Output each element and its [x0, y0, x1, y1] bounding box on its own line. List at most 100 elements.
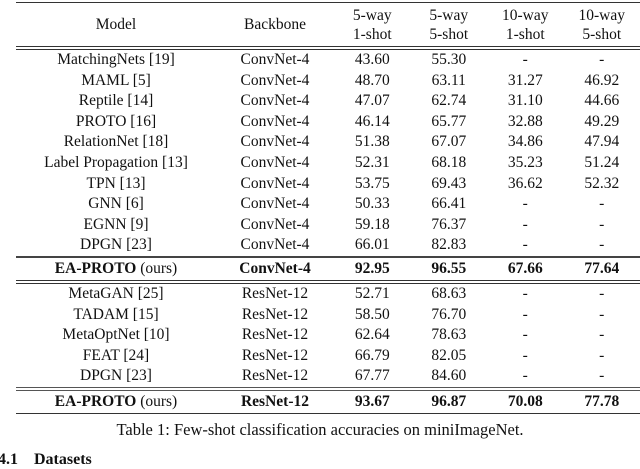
- table-caption: Table 1: Few-shot classification accurac…: [0, 420, 640, 440]
- value-cell: 51.38: [334, 132, 411, 153]
- value-cell: 76.70: [411, 305, 488, 326]
- resnet-ours-section: EA-PROTO (ours) ResNet-12 93.67 96.87 70…: [16, 389, 640, 414]
- backbone-cell: ConvNet-4: [216, 194, 334, 215]
- backbone-cell: ConvNet-4: [216, 71, 334, 92]
- value-cell: 51.24: [564, 153, 640, 174]
- model-cell: RelationNet [18]: [16, 132, 216, 153]
- value-cell: 59.18: [334, 215, 411, 236]
- value-cell: -: [487, 325, 564, 346]
- value-cell: 46.14: [334, 112, 411, 133]
- section-title: Datasets: [34, 451, 92, 468]
- value-cell: 52.31: [334, 153, 411, 174]
- value-cell: 93.67: [334, 389, 411, 414]
- value-cell: 62.74: [411, 91, 488, 112]
- convnet-ours-section: EA-PROTO (ours) ConvNet-4 92.95 96.55 67…: [16, 257, 640, 282]
- backbone-cell: ConvNet-4: [216, 215, 334, 236]
- value-cell: -: [564, 325, 640, 346]
- value-cell: -: [564, 194, 640, 215]
- backbone-cell: ConvNet-4: [216, 174, 334, 195]
- value-cell: 96.55: [411, 257, 488, 282]
- backbone-cell: ResNet-12: [216, 366, 334, 389]
- header-model: Model: [16, 3, 216, 49]
- backbone-cell: ResNet-12: [216, 305, 334, 326]
- value-cell: 65.77: [411, 112, 488, 133]
- model-cell: MatchingNets [19]: [16, 48, 216, 71]
- backbone-cell: ConvNet-4: [216, 132, 334, 153]
- value-cell: 48.70: [334, 71, 411, 92]
- model-cell: Reptile [14]: [16, 91, 216, 112]
- value-cell: 67.77: [334, 366, 411, 389]
- value-cell: 69.43: [411, 174, 488, 195]
- value-cell: -: [487, 235, 564, 257]
- model-cell: TADAM [15]: [16, 305, 216, 326]
- backbone-cell: ConvNet-4: [216, 257, 334, 282]
- value-cell: -: [487, 305, 564, 326]
- value-cell: 92.95: [334, 257, 411, 282]
- value-cell: 78.63: [411, 325, 488, 346]
- value-cell: 31.27: [487, 71, 564, 92]
- value-cell: 53.75: [334, 174, 411, 195]
- value-cell: 50.33: [334, 194, 411, 215]
- backbone-cell: ResNet-12: [216, 346, 334, 367]
- value-cell: 66.41: [411, 194, 488, 215]
- value-cell: -: [564, 215, 640, 236]
- value-cell: -: [564, 346, 640, 367]
- value-cell: -: [564, 305, 640, 326]
- value-cell: 36.62: [487, 174, 564, 195]
- value-cell: -: [564, 48, 640, 71]
- model-cell: EA-PROTO (ours): [16, 389, 216, 414]
- section-heading: 4.1 Datasets: [0, 451, 92, 469]
- table-row-ours-resnet: EA-PROTO (ours) ResNet-12 93.67 96.87 70…: [16, 389, 640, 414]
- value-cell: -: [487, 366, 564, 389]
- table-row-ours-convnet: EA-PROTO (ours) ConvNet-4 92.95 96.55 67…: [16, 257, 640, 282]
- backbone-cell: ResNet-12: [216, 389, 334, 414]
- value-cell: 84.60: [411, 366, 488, 389]
- value-cell: 77.78: [564, 389, 640, 414]
- value-cell: -: [487, 282, 564, 305]
- value-cell: -: [487, 215, 564, 236]
- value-cell: -: [564, 235, 640, 257]
- value-cell: 55.30: [411, 48, 488, 71]
- value-cell: 77.64: [564, 257, 640, 282]
- value-cell: 49.29: [564, 112, 640, 133]
- value-cell: 82.83: [411, 235, 488, 257]
- value-cell: 68.63: [411, 282, 488, 305]
- value-cell: 96.87: [411, 389, 488, 414]
- value-cell: 67.66: [487, 257, 564, 282]
- value-cell: 44.66: [564, 91, 640, 112]
- backbone-cell: ConvNet-4: [216, 91, 334, 112]
- backbone-cell: ConvNet-4: [216, 112, 334, 133]
- backbone-cell: ConvNet-4: [216, 235, 334, 257]
- value-cell: 66.79: [334, 346, 411, 367]
- model-cell: EGNN [9]: [16, 215, 216, 236]
- model-cell: MAML [5]: [16, 71, 216, 92]
- model-cell: DPGN [23]: [16, 366, 216, 389]
- model-cell: MetaOptNet [10]: [16, 325, 216, 346]
- model-cell: MetaGAN [25]: [16, 282, 216, 305]
- value-cell: 63.11: [411, 71, 488, 92]
- section-number: 4.1: [0, 451, 18, 468]
- value-cell: 35.23: [487, 153, 564, 174]
- value-cell: -: [487, 346, 564, 367]
- value-cell: 34.86: [487, 132, 564, 153]
- backbone-cell: ResNet-12: [216, 325, 334, 346]
- value-cell: 46.92: [564, 71, 640, 92]
- value-cell: 62.64: [334, 325, 411, 346]
- value-cell: 32.88: [487, 112, 564, 133]
